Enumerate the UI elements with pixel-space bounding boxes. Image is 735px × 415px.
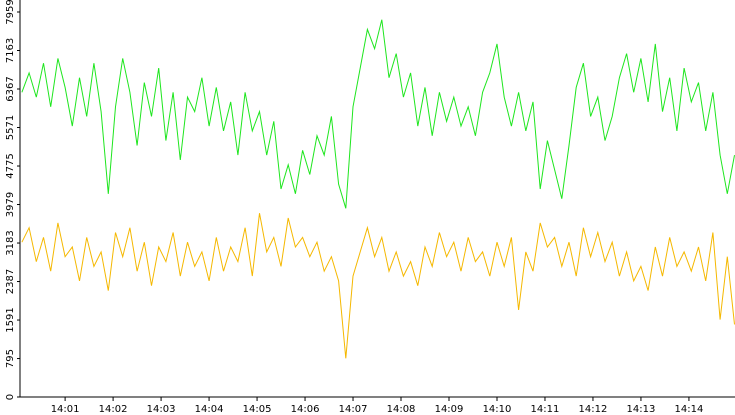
x-tick-label: 14:02 [99, 404, 128, 415]
series-line [21, 19, 735, 209]
y-tick-label: 795 [5, 349, 16, 368]
y-tick-label: 4775 [5, 153, 16, 178]
x-tick-label: 14:07 [339, 404, 368, 415]
y-tick-label: 7163 [5, 38, 16, 63]
x-tick-label: 14:14 [675, 404, 704, 415]
y-tick-label: 7959 [5, 0, 16, 25]
y-tick-label: 2387 [5, 269, 16, 294]
x-tick-label: 14:09 [435, 404, 464, 415]
y-tick-label: 1591 [5, 307, 16, 332]
x-tick-label: 14:06 [291, 404, 320, 415]
series-line [21, 213, 735, 359]
x-tick-label: 14:01 [51, 404, 80, 415]
x-tick-label: 14:08 [387, 404, 416, 415]
y-tick-label: 3183 [5, 230, 16, 255]
x-tick-label: 14:05 [243, 404, 272, 415]
y-tick-label: 5571 [5, 115, 16, 140]
x-tick-label: 14:11 [531, 404, 560, 415]
x-tick-label: 14:10 [483, 404, 512, 415]
x-tick-label: 14:03 [147, 404, 176, 415]
x-tick-label: 14:12 [579, 404, 608, 415]
y-tick-label: 3979 [5, 192, 16, 217]
y-tick-label: 0 [5, 394, 16, 400]
y-tick-label: 6367 [5, 76, 16, 101]
x-tick-label: 14:13 [627, 404, 656, 415]
x-tick-label: 14:04 [195, 404, 224, 415]
